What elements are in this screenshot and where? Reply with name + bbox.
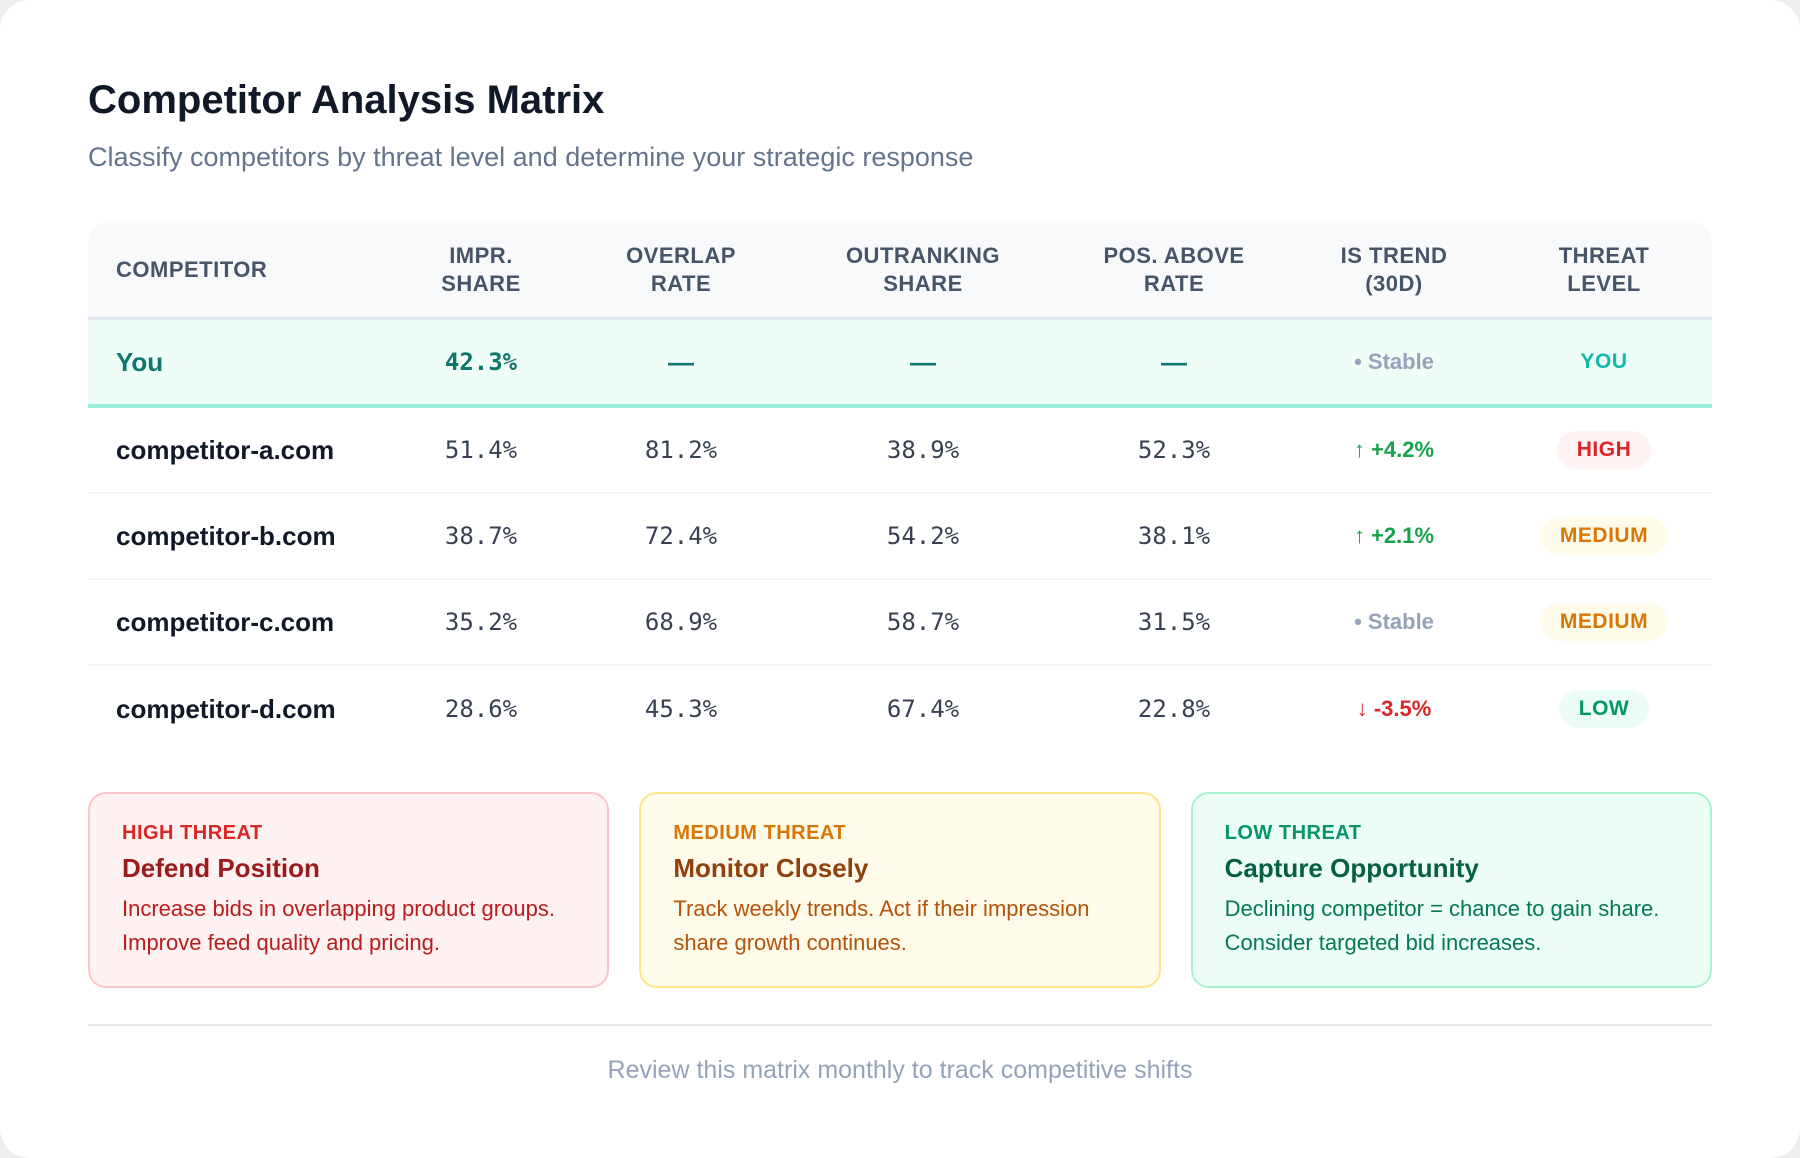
- page-title: Competitor Analysis Matrix: [88, 78, 605, 122]
- pos-above-rate: 52.3%: [1137, 436, 1211, 464]
- trend: ↑ +4.2%: [1353, 437, 1435, 462]
- competitor-name: competitor-b.com: [116, 520, 336, 551]
- competitor-name: You: [116, 346, 164, 377]
- overlap-rate: 72.4%: [644, 522, 718, 550]
- threat-badge: LOW: [1558, 690, 1650, 728]
- col-overlap-rate: OVERLAP RATE: [626, 243, 736, 296]
- threat-badge: MEDIUM: [1539, 603, 1669, 641]
- card-title: Capture Opportunity: [1224, 853, 1479, 883]
- pos-above-rate: 38.1%: [1137, 522, 1211, 550]
- card-label: HIGH THREAT: [122, 822, 263, 844]
- card-title: Defend Position: [122, 853, 320, 883]
- footer-note: Review this matrix monthly to track comp…: [607, 1056, 1193, 1084]
- col-competitor: COMPETITOR: [116, 257, 268, 282]
- overlap-rate: 68.9%: [644, 608, 718, 636]
- card-label: MEDIUM THREAT: [673, 822, 847, 844]
- competitor-name: competitor-a.com: [116, 434, 335, 465]
- impr-share: 28.6%: [444, 695, 518, 723]
- col-outranking-share: OUTRANKING SHARE: [845, 243, 1001, 296]
- pos-above-rate: 31.5%: [1137, 608, 1211, 636]
- table-row-you: You 42.3% — — — • Stable YOU: [88, 320, 1712, 408]
- outranking-share: 38.9%: [886, 436, 960, 464]
- overlap-rate: —: [668, 346, 694, 377]
- overlap-rate: 45.3%: [644, 695, 718, 723]
- card-medium-threat: MEDIUM THREAT Monitor Closely Track week…: [639, 792, 1161, 988]
- table-row: competitor-d.com 28.6% 45.3% 67.4% 22.8%…: [88, 666, 1712, 752]
- trend: • Stable: [1354, 609, 1434, 634]
- card-text: Track weekly trends. Act if their impres…: [673, 896, 1090, 955]
- threat-badge: YOU: [1580, 350, 1628, 373]
- competitor-name: competitor-c.com: [116, 606, 335, 637]
- col-is-trend: IS TREND (30D): [1340, 243, 1448, 296]
- impr-share: 51.4%: [444, 436, 518, 464]
- threat-cards: HIGH THREAT Defend Position Increase bid…: [88, 792, 1712, 988]
- card-text: Increase bids in overlapping product gro…: [122, 896, 555, 955]
- table-row: competitor-b.com 38.7% 72.4% 54.2% 38.1%…: [88, 494, 1712, 580]
- table-row: competitor-c.com 35.2% 68.9% 58.7% 31.5%…: [88, 580, 1712, 666]
- col-impr-share: IMPR. SHARE: [441, 243, 521, 296]
- impr-share: 35.2%: [444, 608, 518, 636]
- outranking-share: —: [910, 346, 936, 377]
- competitor-table: COMPETITOR IMPR. SHARE OVERLAP RATE OUTR…: [88, 223, 1712, 752]
- col-pos-above-rate: POS. ABOVE RATE: [1103, 243, 1245, 296]
- outranking-share: 54.2%: [886, 522, 960, 550]
- threat-badge: HIGH: [1556, 431, 1652, 469]
- competitor-name: competitor-d.com: [116, 693, 336, 724]
- pos-above-rate: —: [1161, 346, 1187, 377]
- table-row: competitor-a.com 51.4% 81.2% 38.9% 52.3%…: [88, 408, 1712, 494]
- card-high-threat: HIGH THREAT Defend Position Increase bid…: [88, 792, 610, 988]
- threat-badge: MEDIUM: [1539, 517, 1669, 555]
- card-low-threat: LOW THREAT Capture Opportunity Declining…: [1190, 792, 1712, 988]
- table-header: COMPETITOR IMPR. SHARE OVERLAP RATE OUTR…: [88, 223, 1712, 320]
- card-title: Monitor Closely: [673, 853, 869, 883]
- outranking-share: 67.4%: [886, 695, 960, 723]
- card-label: LOW THREAT: [1224, 822, 1362, 844]
- overlap-rate: 81.2%: [644, 436, 718, 464]
- impr-share: 38.7%: [444, 522, 518, 550]
- trend: • Stable: [1354, 349, 1434, 374]
- pos-above-rate: 22.8%: [1137, 695, 1211, 723]
- trend: ↓ -3.5%: [1356, 696, 1432, 721]
- impr-share: 42.3%: [444, 348, 518, 376]
- trend: ↑ +2.1%: [1353, 523, 1435, 548]
- outranking-share: 58.7%: [886, 608, 960, 636]
- col-threat-level: THREAT LEVEL: [1558, 243, 1650, 296]
- divider: [88, 1024, 1712, 1026]
- page-subtitle: Classify competitors by threat level and…: [88, 142, 974, 172]
- card-text: Declining competitor = chance to gain sh…: [1224, 896, 1660, 955]
